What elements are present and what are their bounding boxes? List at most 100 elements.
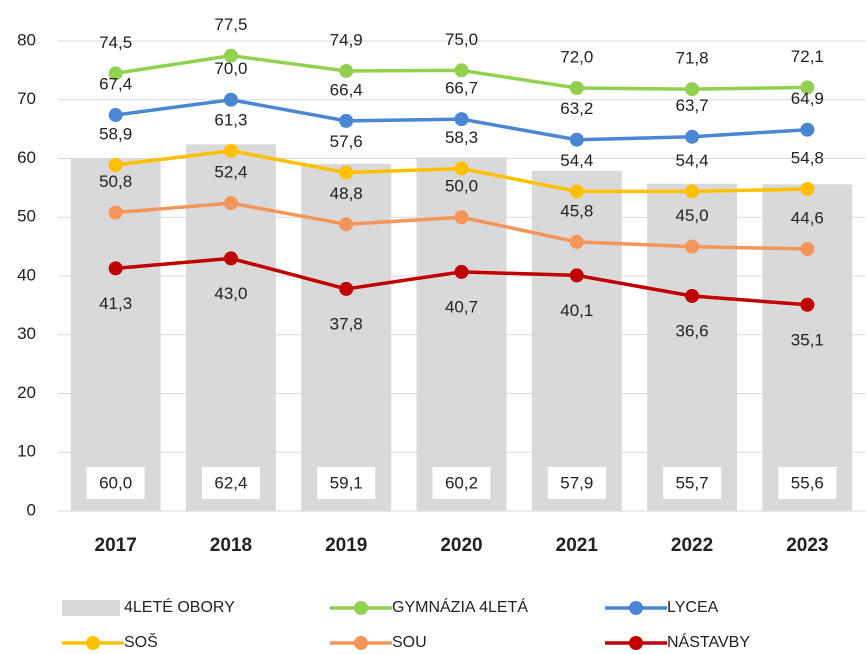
data-label: 48,8 bbox=[330, 184, 363, 203]
data-label: 70,0 bbox=[214, 59, 247, 78]
point bbox=[223, 251, 238, 266]
point bbox=[685, 82, 700, 97]
point bbox=[339, 217, 354, 232]
point bbox=[223, 196, 238, 211]
data-label: 67,4 bbox=[99, 75, 132, 94]
y-tick-label: 60 bbox=[17, 148, 36, 167]
data-label: 50,0 bbox=[445, 177, 478, 196]
bar-label-box bbox=[432, 467, 491, 499]
point bbox=[454, 210, 469, 225]
data-label: 75,0 bbox=[445, 30, 478, 49]
data-label: 74,9 bbox=[330, 30, 363, 49]
bar bbox=[531, 170, 622, 511]
legend-marker bbox=[86, 636, 100, 650]
point bbox=[800, 297, 815, 312]
data-label: 41,3 bbox=[99, 294, 132, 313]
y-tick-label: 80 bbox=[17, 30, 36, 49]
y-tick-label: 10 bbox=[17, 442, 36, 461]
bar-label: 55,6 bbox=[791, 473, 824, 492]
legend-swatch bbox=[62, 600, 120, 616]
data-label: 40,1 bbox=[560, 301, 593, 320]
bar-label-box bbox=[201, 467, 260, 499]
bar-label: 62,4 bbox=[214, 473, 247, 492]
point bbox=[339, 281, 354, 296]
point bbox=[685, 129, 700, 144]
data-label: 61,3 bbox=[214, 110, 247, 129]
point bbox=[454, 161, 469, 176]
legend-marker bbox=[354, 601, 368, 615]
x-tick-label: 2017 bbox=[95, 535, 137, 556]
data-label: 45,8 bbox=[560, 201, 593, 220]
data-label: 52,4 bbox=[214, 163, 247, 182]
bar-label-box bbox=[547, 467, 606, 499]
data-label: 63,7 bbox=[676, 96, 709, 115]
bar-label-box bbox=[778, 467, 837, 499]
legend-marker bbox=[354, 636, 368, 650]
legend-marker bbox=[629, 601, 643, 615]
point bbox=[800, 182, 815, 197]
point bbox=[454, 264, 469, 279]
x-tick-label: 2022 bbox=[671, 535, 713, 556]
point bbox=[108, 261, 123, 276]
point bbox=[800, 80, 815, 95]
data-label: 45,0 bbox=[676, 206, 709, 225]
data-label: 54,4 bbox=[560, 151, 593, 170]
y-tick-label: 20 bbox=[17, 383, 36, 402]
x-tick-label: 2020 bbox=[440, 535, 482, 556]
data-label: 54,8 bbox=[791, 149, 824, 168]
point bbox=[569, 81, 584, 95]
bar bbox=[301, 163, 392, 511]
legend-label: SOU bbox=[392, 634, 427, 651]
point bbox=[223, 92, 238, 107]
point bbox=[454, 63, 469, 78]
point bbox=[800, 241, 815, 256]
legend-label: LYCEA bbox=[667, 599, 719, 616]
point bbox=[339, 165, 354, 180]
data-label: 36,6 bbox=[676, 321, 709, 340]
x-tick-label: 2018 bbox=[210, 535, 252, 556]
legend-marker bbox=[629, 636, 643, 650]
legend-label: 4LETÉ OBORY bbox=[124, 597, 235, 616]
data-label: 44,6 bbox=[791, 208, 824, 227]
point bbox=[569, 268, 584, 283]
data-label: 35,1 bbox=[791, 330, 824, 349]
point bbox=[685, 288, 700, 303]
data-label: 66,4 bbox=[330, 80, 363, 99]
bar-label: 60,0 bbox=[99, 473, 132, 492]
y-tick-label: 50 bbox=[17, 207, 36, 226]
point bbox=[454, 112, 469, 127]
legend-label: SOŠ bbox=[124, 632, 158, 651]
y-tick-label: 30 bbox=[17, 324, 36, 343]
point bbox=[339, 63, 354, 78]
data-label: 77,5 bbox=[214, 15, 247, 34]
point bbox=[569, 132, 584, 147]
bar-label-box bbox=[663, 467, 722, 499]
point bbox=[569, 184, 584, 199]
data-label: 72,1 bbox=[791, 47, 824, 66]
data-label: 66,7 bbox=[445, 79, 478, 98]
data-label: 71,8 bbox=[676, 49, 709, 68]
legend-label: NÁSTAVBY bbox=[667, 632, 750, 651]
point bbox=[108, 205, 123, 220]
data-label: 72,0 bbox=[560, 47, 593, 66]
point bbox=[108, 108, 123, 123]
bar bbox=[762, 184, 853, 511]
point bbox=[685, 239, 700, 254]
data-label: 58,3 bbox=[445, 128, 478, 147]
bar-label-box bbox=[86, 467, 145, 499]
point bbox=[108, 157, 123, 172]
data-label: 63,2 bbox=[560, 99, 593, 118]
x-tick-label: 2023 bbox=[786, 535, 828, 556]
point bbox=[569, 234, 584, 249]
point bbox=[223, 143, 238, 158]
point bbox=[800, 122, 815, 137]
bar bbox=[647, 183, 738, 511]
data-label: 40,7 bbox=[445, 297, 478, 316]
data-label: 50,8 bbox=[99, 172, 132, 191]
data-label: 64,9 bbox=[791, 89, 824, 108]
legend-label: GYMNÁZIA 4LETÁ bbox=[392, 597, 528, 616]
data-label: 54,4 bbox=[676, 151, 709, 170]
x-tick-label: 2021 bbox=[556, 535, 599, 556]
y-tick-label: 40 bbox=[17, 265, 36, 284]
